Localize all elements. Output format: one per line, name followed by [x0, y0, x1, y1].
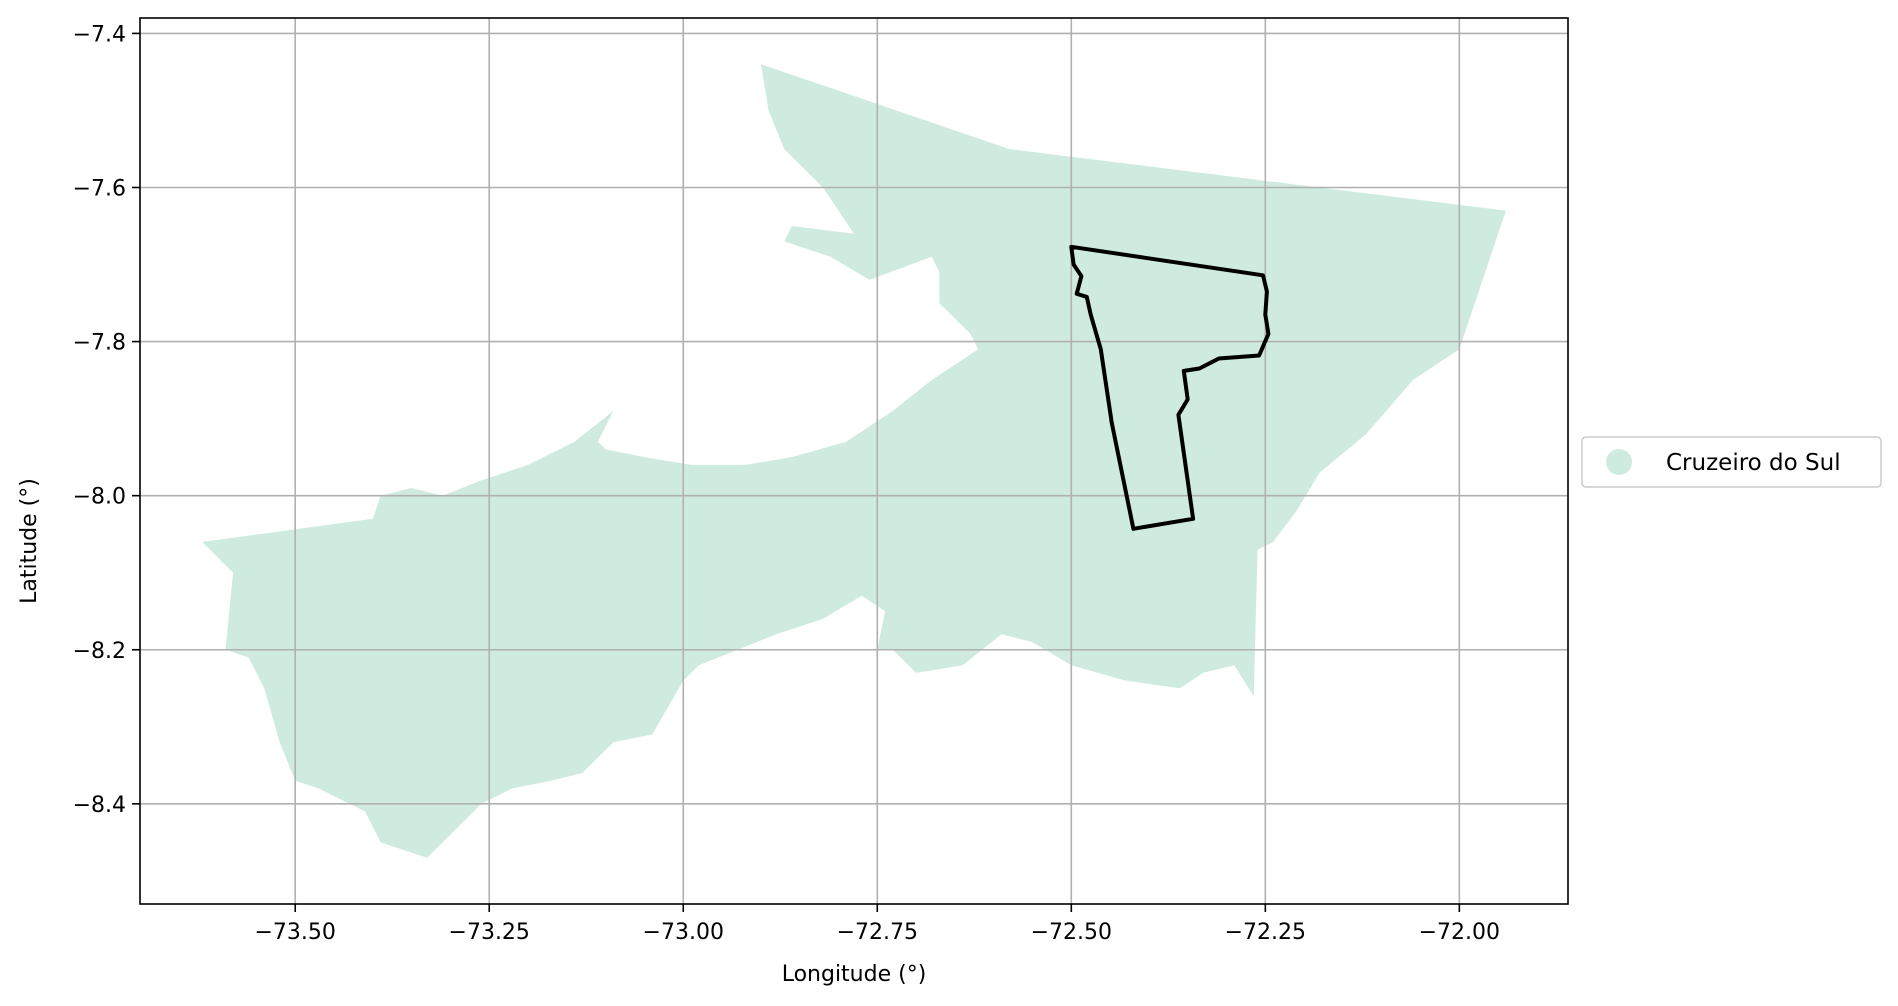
y-axis-title: Latitude (°): [17, 478, 42, 604]
y-tick-label: −8.0: [73, 485, 126, 510]
legend-label-cruzeiro-do-sul: Cruzeiro do Sul: [1666, 450, 1841, 476]
legend-marker-cruzeiro-do-sul: [1606, 449, 1632, 475]
y-tick-label: −8.2: [73, 639, 126, 664]
axes-frame: [139, 17, 1569, 905]
axes: −73.50 −73.25 −73.00 −72.75 −72.50 −72.25 −72.…: [73, 17, 1569, 945]
legend: Cruzeiro do Sul: [1581, 436, 1882, 488]
x-tick-label: −73.50: [255, 920, 336, 945]
x-tick-label: −72.75: [837, 920, 918, 945]
y-tick-label: −7.4: [73, 22, 126, 47]
plot-area: [140, 18, 1568, 904]
x-tick-label: −73.25: [449, 920, 530, 945]
x-tick-label: −72.25: [1225, 920, 1306, 945]
y-tick-label: −7.8: [73, 331, 126, 356]
x-tick-label: −72.00: [1419, 920, 1500, 945]
legend-box: [1581, 436, 1882, 488]
x-tick-label: −73.00: [643, 920, 724, 945]
y-tick-label: −7.6: [73, 176, 126, 201]
municipality-outline: [1069, 244, 1271, 531]
y-tick-label: −8.4: [73, 793, 126, 818]
x-axis-title: Longitude (°): [782, 962, 927, 987]
x-tick-label: −72.50: [1031, 920, 1112, 945]
